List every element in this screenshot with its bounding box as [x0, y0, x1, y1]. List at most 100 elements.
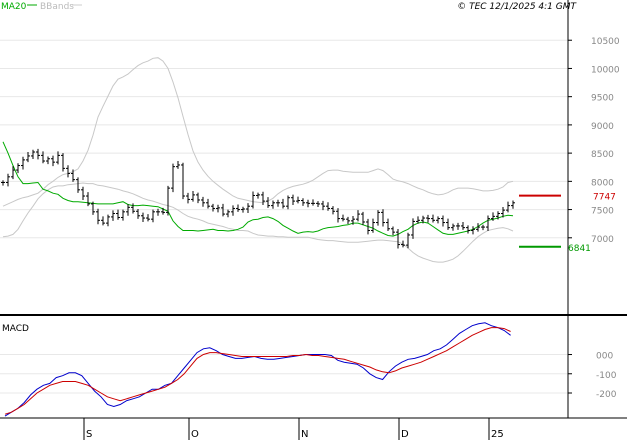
ma20-polyline — [2, 141, 514, 237]
price-bar — [346, 216, 350, 224]
price-bar — [481, 224, 485, 231]
price-bar — [301, 198, 305, 206]
price-bar — [321, 200, 325, 211]
macd-y-tick-label: -100 — [596, 371, 617, 381]
price-bar — [206, 198, 210, 209]
price-bar — [411, 218, 415, 239]
price-bar — [121, 209, 125, 221]
price-bar — [176, 161, 180, 169]
price-bar — [486, 215, 490, 232]
price-bar — [351, 216, 355, 225]
price-bar — [41, 151, 45, 164]
price-bar — [171, 163, 175, 193]
price-bar — [511, 200, 515, 209]
price-bar — [111, 210, 115, 221]
price-bar — [291, 194, 295, 206]
price-bar — [226, 209, 230, 218]
price-bar — [211, 203, 215, 212]
macd-y-tick-label: 000 — [596, 352, 613, 362]
price-bar — [36, 148, 40, 160]
macd-y-tick-label: -200 — [596, 390, 617, 400]
price-bar — [86, 192, 90, 207]
price-bar — [196, 192, 200, 204]
price-bar — [161, 207, 165, 215]
price-y-tick-label: 8000 — [591, 178, 614, 188]
price-bar — [261, 191, 265, 206]
price-bar — [391, 226, 395, 236]
bollinger-bands — [2, 57, 514, 263]
price-bar — [6, 173, 10, 187]
x-tick-label: S — [86, 429, 92, 440]
price-bar — [326, 202, 330, 211]
price-bar — [151, 209, 155, 223]
price-bar — [446, 218, 450, 230]
level-markers: 7747 6841 — [519, 193, 616, 254]
price-bar — [281, 198, 285, 209]
price-bar — [426, 214, 430, 223]
price-bar — [66, 165, 70, 178]
price-bar — [221, 203, 225, 217]
price-bar — [436, 216, 440, 224]
price-bar — [296, 196, 300, 204]
price-bar — [256, 192, 260, 199]
price-bar — [361, 211, 365, 226]
bbands-lower-line — [2, 182, 514, 263]
macd-y-ticks: 000 -100 -200 — [568, 352, 617, 400]
price-bar — [276, 199, 280, 207]
price-bar — [201, 196, 205, 207]
macd-panel-label: MACD — [2, 324, 29, 334]
price-bar — [271, 200, 275, 209]
price-bar — [441, 215, 445, 227]
bbands-upper-line — [2, 57, 514, 207]
x-tick-label: D — [401, 429, 409, 440]
price-bar — [466, 225, 470, 234]
bbands-legend-label: BBands — [40, 2, 74, 12]
price-bar — [46, 156, 50, 165]
price-bar — [421, 215, 425, 224]
price-bar — [286, 195, 290, 210]
price-bar — [506, 201, 510, 213]
price-bar — [96, 208, 100, 225]
upper-level-label: 7747 — [593, 193, 616, 203]
price-bar — [406, 232, 410, 249]
price-panel-grid — [0, 39, 568, 239]
price-bar — [496, 211, 500, 220]
price-bar — [241, 206, 245, 213]
price-y-tick-label: 7000 — [591, 235, 614, 245]
price-bar — [316, 201, 320, 208]
price-bar — [471, 226, 475, 235]
price-bar — [216, 204, 220, 213]
price-bar — [136, 209, 140, 219]
price-bar — [191, 190, 195, 202]
price-bar — [11, 166, 15, 180]
signal-series-line — [4, 327, 511, 415]
price-bar — [456, 222, 460, 230]
price-bar — [56, 151, 60, 165]
price-y-tick-label: 9500 — [591, 94, 614, 104]
price-bar — [386, 218, 390, 232]
price-bar — [431, 214, 435, 223]
price-bar — [21, 156, 25, 170]
price-bar — [491, 212, 495, 221]
price-bar — [106, 214, 110, 227]
price-bar — [236, 204, 240, 212]
price-bar — [91, 201, 95, 215]
x-tick-label: N — [301, 429, 308, 440]
price-bar — [71, 169, 75, 182]
price-bar — [116, 209, 120, 220]
macd-series-line — [4, 322, 511, 417]
price-y-tick-label: 10500 — [591, 37, 620, 47]
x-tick-label: O — [191, 429, 199, 440]
price-bar — [356, 210, 360, 222]
price-bar — [396, 229, 400, 249]
price-bar — [141, 212, 145, 222]
price-bar — [166, 185, 170, 216]
price-bar — [376, 210, 380, 226]
price-bar — [336, 208, 340, 223]
price-bar — [381, 209, 385, 227]
price-bar — [341, 214, 345, 222]
price-bar — [401, 240, 405, 248]
macd-lines — [4, 322, 511, 417]
price-bar — [26, 151, 30, 163]
